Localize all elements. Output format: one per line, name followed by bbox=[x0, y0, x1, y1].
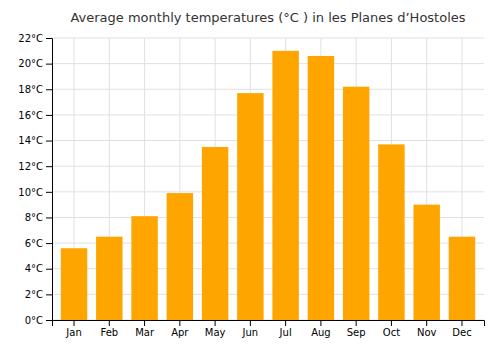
tick: 14°C bbox=[18, 135, 52, 146]
tick-mark bbox=[46, 192, 52, 193]
tick: 4°C bbox=[25, 263, 52, 274]
tick-mark bbox=[179, 320, 180, 326]
tick: 2°C bbox=[25, 289, 52, 300]
tick-label: Nov bbox=[417, 327, 437, 338]
grid-line bbox=[52, 191, 484, 192]
tick-label: 12°C bbox=[18, 161, 43, 172]
y-axis: 0°C 2°C 4°C 6°C 8°C 10°C 12°C 14°C 16°C 18°C 20°C 2… bbox=[18, 33, 52, 326]
bar bbox=[449, 237, 475, 320]
tick-mark bbox=[46, 166, 52, 167]
tick: 16°C bbox=[18, 110, 52, 121]
bar bbox=[343, 87, 369, 320]
axis-line bbox=[46, 39, 53, 321]
tick: Jun bbox=[242, 320, 259, 338]
tick-label: 10°C bbox=[18, 187, 43, 198]
bar bbox=[272, 51, 298, 320]
tick: Dec bbox=[452, 320, 471, 338]
tick-label: Feb bbox=[100, 327, 118, 338]
grid-line bbox=[52, 89, 484, 90]
chart: 0°C 2°C 4°C 6°C 8°C 10°C 12°C 14°C 16°C 18°C 20°C 2… bbox=[0, 0, 500, 350]
bar bbox=[202, 147, 228, 320]
tick-mark bbox=[356, 320, 357, 326]
tick-mark bbox=[46, 89, 52, 90]
tick-mark bbox=[461, 320, 462, 326]
tick-mark bbox=[109, 320, 110, 326]
tick-label: 22°C bbox=[18, 33, 43, 44]
tick-mark bbox=[46, 64, 52, 65]
tick: Jul bbox=[279, 320, 292, 338]
bar bbox=[308, 56, 334, 320]
tick: 18°C bbox=[18, 84, 52, 95]
tick: 20°C bbox=[18, 58, 52, 69]
tick: Oct bbox=[383, 320, 400, 338]
grid-line bbox=[52, 38, 484, 39]
tick: Sep bbox=[347, 320, 366, 338]
bar bbox=[378, 144, 404, 320]
tick: Apr bbox=[171, 320, 189, 338]
tick-label: Dec bbox=[452, 327, 471, 338]
bar bbox=[131, 216, 157, 320]
tick-label: 16°C bbox=[18, 110, 43, 121]
tick-mark bbox=[46, 294, 52, 295]
tick-label: May bbox=[205, 327, 226, 338]
tick-mark bbox=[74, 320, 75, 326]
tick-mark bbox=[391, 320, 392, 326]
tick-label: 14°C bbox=[18, 135, 43, 146]
bar bbox=[413, 205, 439, 320]
tick-mark bbox=[215, 320, 216, 326]
grid-line bbox=[52, 166, 484, 167]
tick: 0°C bbox=[25, 315, 52, 326]
tick: 8°C bbox=[25, 212, 52, 223]
tick: Feb bbox=[100, 320, 118, 338]
grid-line bbox=[52, 114, 484, 115]
tick: Nov bbox=[417, 320, 437, 338]
tick-label: Jul bbox=[279, 327, 292, 338]
tick-label: 18°C bbox=[18, 84, 43, 95]
tick-mark bbox=[46, 217, 52, 218]
tick-label: 8°C bbox=[25, 212, 43, 223]
tick: 22°C bbox=[18, 33, 52, 44]
tick-mark bbox=[46, 320, 52, 321]
bar bbox=[167, 193, 193, 320]
x-axis: Jan Feb Mar Apr May Jun Jul Aug Sep Oct Nov Dec bbox=[53, 320, 485, 338]
tick-mark bbox=[46, 38, 52, 39]
tick-label: Aug bbox=[311, 327, 331, 338]
tick-label: 4°C bbox=[25, 263, 43, 274]
tick: 10°C bbox=[18, 187, 52, 198]
tick: Aug bbox=[311, 320, 331, 338]
title: Average monthly temperatures (°C ) in le… bbox=[70, 10, 465, 25]
tick: 6°C bbox=[25, 238, 52, 249]
tick-mark bbox=[46, 243, 52, 244]
tick-label: 0°C bbox=[25, 315, 43, 326]
tick-label: 2°C bbox=[25, 289, 43, 300]
bar bbox=[96, 237, 122, 320]
bar bbox=[237, 93, 263, 320]
tick-mark bbox=[46, 115, 52, 116]
tick-mark bbox=[46, 141, 52, 142]
grid-line bbox=[52, 140, 484, 141]
tick-label: Apr bbox=[171, 327, 189, 338]
tick-label: Jun bbox=[242, 327, 259, 338]
tick-mark bbox=[144, 320, 145, 326]
tick-label: Sep bbox=[347, 327, 366, 338]
tick-label: Oct bbox=[383, 327, 400, 338]
tick-mark bbox=[320, 320, 321, 326]
tick-label: 20°C bbox=[18, 58, 43, 69]
tick-label: 6°C bbox=[25, 238, 43, 249]
tick: Jan bbox=[65, 320, 81, 338]
tick-mark bbox=[426, 320, 427, 326]
grid-line bbox=[52, 63, 484, 64]
axis-line bbox=[53, 321, 485, 327]
tick-label: Jan bbox=[65, 327, 81, 338]
tick-mark bbox=[250, 320, 251, 326]
tick-mark bbox=[285, 320, 286, 326]
tick-label: Mar bbox=[135, 327, 155, 338]
plot-area bbox=[61, 51, 475, 320]
tick: Mar bbox=[135, 320, 155, 338]
tick-mark bbox=[46, 269, 52, 270]
tick: May bbox=[205, 320, 226, 338]
tick: 12°C bbox=[18, 161, 52, 172]
grid bbox=[52, 38, 484, 320]
bar bbox=[61, 248, 87, 320]
